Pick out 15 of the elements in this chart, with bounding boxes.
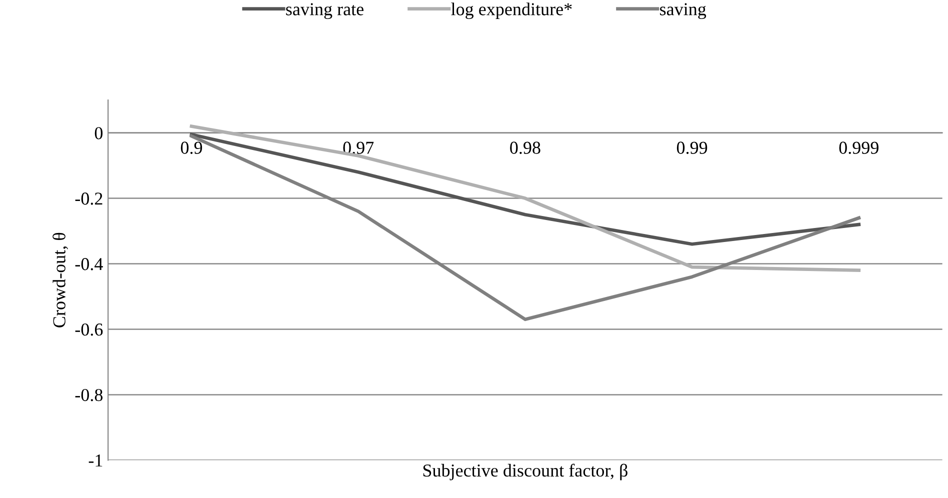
x-tick-label: 0.98 bbox=[510, 142, 540, 154]
x-tick-label: 0.99 bbox=[676, 142, 708, 154]
y-tick-label: -0.8 bbox=[75, 388, 103, 402]
legend-label: log expenditure* bbox=[451, 2, 572, 20]
legend-label: saving rate bbox=[286, 3, 364, 20]
x-axis-title: Subjective discount factor, β bbox=[423, 464, 628, 480]
y-tick-label: -0.6 bbox=[75, 323, 103, 336]
y-tick-label: 0 bbox=[94, 127, 103, 140]
y-tick-label: -1 bbox=[88, 454, 102, 466]
x-tick-label: 0.999 bbox=[839, 142, 878, 154]
y-tick-label: -0.4 bbox=[75, 258, 103, 270]
legend-label: saving bbox=[660, 3, 706, 20]
x-tick-label: 0.9 bbox=[180, 142, 202, 154]
y-axis-title: Crowd-out, θ bbox=[52, 232, 68, 328]
y-tick-label: -0.2 bbox=[75, 192, 102, 205]
